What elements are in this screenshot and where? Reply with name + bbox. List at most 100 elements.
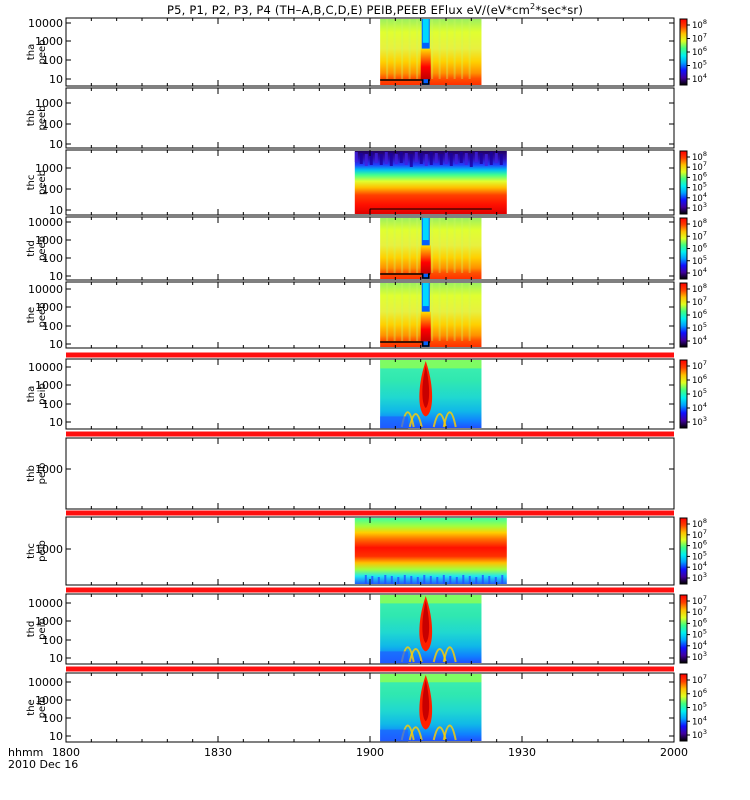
y-tick-label: 10: [49, 338, 63, 351]
colorbar-tick-label: 104: [692, 639, 707, 652]
colorbar-tick-label: 107: [692, 528, 707, 541]
noise-speck: [403, 575, 406, 584]
colorbar: [679, 150, 688, 215]
ion-arc: [442, 411, 457, 428]
y-tick-label: 100: [42, 320, 63, 333]
colorbar-base: 10: [692, 404, 703, 414]
colorbar-exponent: 8: [703, 517, 707, 525]
colorbar-base: 10: [692, 163, 703, 173]
colorbar-tick-label: 106: [692, 242, 707, 255]
colorbar-tick-label: 103: [692, 415, 707, 428]
colorbar-base: 10: [692, 731, 703, 741]
texture-stripe: [446, 218, 449, 273]
y-axis-label-probe: the: [26, 307, 37, 323]
colorbar-tick-label: 107: [692, 229, 707, 242]
ion-arc: [442, 724, 457, 741]
colorbar-base: 10: [692, 717, 703, 727]
noise-speck: [389, 153, 393, 166]
y-tick-label: 1000: [35, 35, 63, 48]
colorbar-exponent: 5: [703, 254, 707, 262]
y-axis-label-product: peib: [37, 383, 48, 405]
x-unit-label: hhmm: [8, 746, 43, 759]
y-tick-label: 10: [49, 204, 63, 217]
colorbar-tick-label: 108: [692, 282, 707, 295]
texture-stripe: [416, 218, 419, 273]
colorbar-exponent: 7: [703, 594, 707, 602]
texture-stripe: [431, 19, 434, 79]
y-axis-label-probe: thd: [26, 240, 37, 257]
colorbar-tick-label: 108: [692, 517, 707, 530]
colorbar-base: 10: [692, 245, 703, 255]
panel-frame: [65, 87, 675, 149]
noise-speck: [481, 575, 484, 584]
y-tick-label: 10: [49, 73, 63, 86]
colorbar: [679, 517, 688, 585]
event-column-top: [422, 19, 429, 43]
texture-stripe: [386, 19, 389, 79]
noise-speck: [439, 154, 443, 165]
colorbar-base: 10: [692, 418, 703, 428]
y-axis-label-probe: thd: [26, 621, 37, 638]
colorbar-exponent: 6: [703, 687, 707, 695]
spectrogram-fill: [380, 19, 482, 85]
bottom-speckle: [380, 651, 409, 664]
spectrogram-fill: [380, 218, 482, 279]
colorbar-tick-label: 106: [692, 687, 707, 700]
colorbar-tick-label: 103: [692, 571, 707, 584]
colorbar: [679, 673, 688, 742]
event-core: [420, 311, 431, 342]
colorbar-exponent: 4: [703, 72, 707, 80]
spectrogram-fill: [380, 283, 482, 347]
upper-band: [380, 360, 482, 369]
x-tick-label: 1830: [204, 746, 232, 759]
texture-stripe: [438, 218, 441, 273]
spectrogram-fill: [354, 518, 507, 584]
noise-speck: [479, 153, 483, 164]
ion-arc: [408, 648, 423, 663]
colorbar-base: 10: [692, 552, 703, 562]
colorbar-exponent: 5: [703, 321, 707, 329]
noise-speck: [449, 576, 452, 584]
y-tick-label: 100: [42, 712, 63, 725]
colorbar-tick-label: 108: [692, 217, 707, 230]
colorbar-tick-label: 105: [692, 59, 707, 72]
texture-stripe: [468, 19, 471, 79]
colorbar-tick-label: 104: [692, 72, 707, 85]
colorbar-exponent: 5: [703, 59, 707, 67]
noise-speck: [459, 152, 463, 163]
colorbar-tick-label: 105: [692, 387, 707, 400]
y-axis-label: thepeeb: [26, 303, 48, 328]
colorbar-exponent: 3: [703, 571, 707, 579]
noise-speck: [455, 577, 458, 584]
colorbar-exponent: 7: [703, 229, 707, 237]
colorbar-exponent: 3: [703, 415, 707, 423]
y-tick-label: 10: [49, 270, 63, 283]
colorbar-exponent: 5: [703, 181, 707, 189]
noise-speck: [464, 153, 468, 165]
colorbar-exponent: 8: [703, 282, 707, 290]
y-tick-label: 100: [42, 252, 63, 265]
y-tick-label: 100: [42, 183, 63, 196]
noise-speck: [399, 152, 403, 163]
colorbar-tick-label: 104: [692, 560, 707, 573]
colorbar-tick-label: 104: [692, 334, 707, 347]
noise-speck: [416, 577, 419, 584]
y-axis-label-probe: thb: [26, 465, 37, 482]
noise-speck: [494, 577, 497, 584]
colorbar-tick-label: 107: [692, 673, 707, 686]
colorbar-base: 10: [692, 531, 703, 541]
ion-core-inner: [422, 679, 430, 722]
noise-speck: [474, 152, 478, 162]
density-trace: [380, 79, 431, 85]
y-tick-label: 10: [49, 652, 63, 665]
y-tick-label: 100: [42, 118, 63, 131]
colorbar-exponent: 5: [703, 549, 707, 557]
colorbar-tick-label: 103: [692, 650, 707, 663]
noise-speck: [444, 152, 448, 164]
colorbar: [679, 359, 688, 429]
colorbar-tick-label: 104: [692, 401, 707, 414]
panel-frame: [65, 593, 675, 665]
